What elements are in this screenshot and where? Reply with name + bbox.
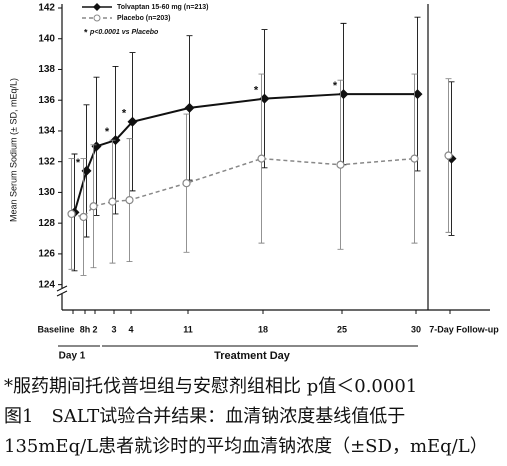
marker bbox=[108, 197, 117, 206]
y-tick-label: 126 bbox=[38, 249, 55, 260]
caption-line: 图1 SALT试验合并结果：血清钠浓度基线值低于 bbox=[4, 406, 406, 427]
x-axis-label: Treatment Day bbox=[214, 350, 291, 362]
sig-marker: * bbox=[122, 108, 127, 120]
sig-marker: * bbox=[333, 80, 338, 92]
marker bbox=[125, 196, 134, 205]
y-tick-label: 136 bbox=[38, 95, 55, 106]
legend-label: Tolvaptan 15-60 mg (n=213) bbox=[117, 4, 208, 11]
day1-label: Day 1 bbox=[59, 351, 86, 362]
y-tick-label: 142 bbox=[38, 3, 55, 14]
y-tick-label: 138 bbox=[38, 64, 55, 75]
caption-line: 135mEq/L患者就诊时的平均血清钠浓度（±SD，mEq/L） bbox=[4, 436, 488, 457]
marker bbox=[89, 202, 98, 211]
x-tick-label: 3 bbox=[111, 324, 116, 334]
chart: Mean Serum Sodium (± SD, mEq/L) Treatmen… bbox=[8, 3, 499, 362]
marker bbox=[412, 89, 423, 100]
y-axis-label: Mean Serum Sodium (± SD, mEq/L) bbox=[8, 78, 18, 222]
marker bbox=[410, 154, 419, 163]
marker bbox=[79, 212, 88, 222]
series-line bbox=[71, 157, 415, 218]
x-tick-label: 8h bbox=[80, 324, 91, 334]
legend-label: Placebo (n=203) bbox=[117, 15, 171, 22]
y-tick-label: 124 bbox=[38, 279, 55, 290]
x-tick-label: 7-Day Follow-up bbox=[429, 324, 499, 334]
legend-marker bbox=[93, 14, 101, 22]
marker bbox=[67, 209, 76, 219]
marker bbox=[259, 93, 270, 104]
marker bbox=[336, 160, 345, 169]
marker bbox=[91, 141, 102, 152]
marker bbox=[257, 154, 266, 163]
note: p<0.0001 vs Placebo bbox=[89, 29, 159, 36]
marker bbox=[338, 89, 349, 100]
caption-line: *服药期间托伐普坦组与安慰剂组相比 p值＜0.0001 bbox=[4, 376, 418, 397]
marker bbox=[182, 179, 191, 188]
x-tick-label: Baseline bbox=[37, 324, 74, 334]
x-tick-label: 11 bbox=[183, 324, 193, 334]
legend-marker bbox=[93, 3, 101, 11]
x-tick-label: 4 bbox=[128, 324, 133, 334]
sig-marker: * bbox=[254, 85, 259, 97]
x-tick-label: 25 bbox=[337, 324, 347, 334]
marker bbox=[81, 165, 92, 176]
axis-break bbox=[56, 285, 68, 297]
sig-marker: * bbox=[105, 126, 110, 138]
y-tick-label: 132 bbox=[38, 156, 55, 167]
marker bbox=[184, 102, 195, 113]
y-tick-label: 140 bbox=[38, 33, 55, 44]
marker bbox=[127, 116, 138, 127]
y-tick-label: 134 bbox=[38, 126, 55, 137]
sig-marker: * bbox=[76, 157, 81, 169]
marker bbox=[444, 151, 453, 160]
x-tick-label: 18 bbox=[258, 324, 268, 334]
x-tick-label: 30 bbox=[411, 324, 421, 334]
y-tick-label: 130 bbox=[38, 187, 55, 198]
y-tick-label: 128 bbox=[38, 218, 55, 229]
note-star: * bbox=[84, 27, 88, 37]
x-tick-label: 2 bbox=[92, 324, 97, 334]
